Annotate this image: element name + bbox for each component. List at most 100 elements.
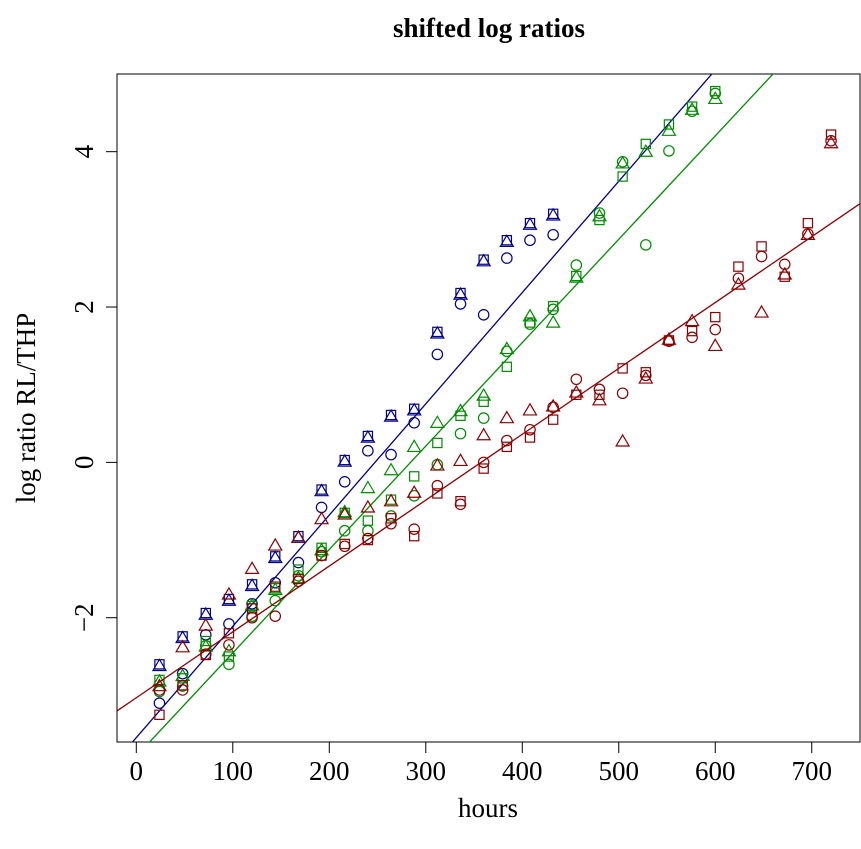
y-tick-label: 4 [69, 144, 99, 158]
data-point-square [200, 635, 211, 647]
data-point-square [594, 214, 605, 226]
data-point-triangle [591, 208, 608, 222]
data-point-circle [408, 523, 420, 535]
data-point-square [802, 217, 814, 229]
data-point-triangle [684, 313, 700, 327]
data-point-square [733, 261, 744, 272]
data-point-circle [570, 373, 583, 386]
x-tick-label: 600 [695, 756, 736, 786]
data-point-triangle [638, 143, 654, 157]
data-point-triangle [499, 234, 515, 247]
data-point-triangle [800, 227, 816, 240]
data-point-circle [755, 250, 768, 263]
data-point-triangle [545, 207, 561, 221]
data-point-square [409, 471, 420, 482]
x-axis: 0 100 200 300 400 500 600 700 [130, 741, 833, 786]
data-point-square [524, 317, 536, 328]
data-point-circle [732, 272, 745, 285]
data-point-triangle [545, 398, 561, 412]
data-point-triangle [267, 537, 283, 551]
fit-line [131, 74, 713, 742]
data-point-circle [501, 252, 513, 264]
data-point-triangle [337, 453, 353, 467]
data-point-triangle [221, 586, 237, 600]
data-point-triangle [360, 429, 376, 443]
data-point-square [270, 581, 281, 592]
data-point-square [547, 301, 559, 312]
data-point-triangle [615, 155, 631, 169]
data-point-square [478, 463, 489, 474]
data-point-triangle [429, 415, 445, 428]
data-point-triangle [522, 308, 538, 322]
data-point-circle [269, 594, 282, 607]
data-point-triangle [499, 341, 515, 355]
data-point-circle [616, 155, 629, 168]
data-point-triangle [337, 504, 353, 518]
data-point-circle [362, 444, 374, 457]
data-point-triangle [406, 484, 422, 498]
data-point-square [316, 550, 327, 561]
data-point-triangle [360, 480, 376, 494]
data-point-triangle [522, 402, 538, 416]
data-point-triangle [429, 325, 445, 339]
data-point-triangle [267, 550, 283, 564]
data-point-square [617, 171, 628, 182]
data-point-circle [223, 658, 235, 671]
data-point-circle [547, 303, 559, 316]
series-blue [131, 74, 713, 742]
data-point-circle [385, 517, 397, 530]
x-axis-label: hours [458, 793, 518, 823]
plot-area [117, 74, 860, 742]
data-point-square [594, 389, 605, 400]
data-point-square [640, 367, 651, 378]
data-point-triangle [754, 304, 770, 318]
data-point-triangle [476, 427, 492, 441]
data-point-circle [639, 239, 652, 251]
data-point-square [710, 311, 721, 323]
data-point-circle [338, 540, 351, 553]
data-point-triangle [591, 392, 608, 406]
data-point-square [686, 325, 698, 337]
x-tick-label: 100 [213, 756, 254, 786]
data-point-circle [153, 684, 166, 696]
data-point-triangle [707, 91, 723, 105]
data-point-triangle [221, 643, 237, 657]
data-point-triangle [221, 592, 237, 606]
data-point-triangle [175, 630, 191, 644]
data-point-triangle [452, 403, 469, 417]
data-point-circle [385, 448, 397, 461]
data-point-triangle [244, 578, 260, 592]
data-point-triangle [244, 561, 260, 574]
series-green [148, 74, 774, 742]
data-point-square [432, 437, 443, 449]
data-point-square [617, 363, 628, 374]
data-point-circle [524, 234, 536, 247]
data-point-square [362, 534, 374, 546]
data-point-square [362, 515, 374, 526]
data-point-triangle [476, 387, 492, 401]
data-point-square [223, 628, 235, 639]
data-point-triangle [452, 453, 469, 467]
x-tick-label: 700 [792, 756, 833, 786]
data-point-triangle [406, 439, 422, 453]
data-point-triangle [314, 542, 330, 556]
data-point-triangle [568, 269, 584, 283]
data-point-triangle [684, 102, 700, 115]
fit-line [117, 203, 860, 712]
data-point-circle [199, 629, 212, 641]
data-point-circle [686, 331, 698, 344]
fit-line [148, 74, 774, 742]
data-point-triangle [638, 370, 654, 384]
data-point-square [246, 603, 258, 614]
data-point-triangle [314, 511, 330, 525]
y-tick-label: 0 [69, 456, 99, 470]
x-tick-label: 300 [406, 756, 447, 786]
data-point-triangle [707, 338, 723, 352]
data-point-triangle [267, 582, 283, 595]
data-point-square [686, 101, 698, 112]
data-point-circle [454, 498, 467, 511]
data-point-square [293, 573, 304, 585]
data-point-circle [223, 639, 235, 651]
data-point-circle [223, 618, 235, 630]
data-point-triangle [661, 123, 677, 136]
